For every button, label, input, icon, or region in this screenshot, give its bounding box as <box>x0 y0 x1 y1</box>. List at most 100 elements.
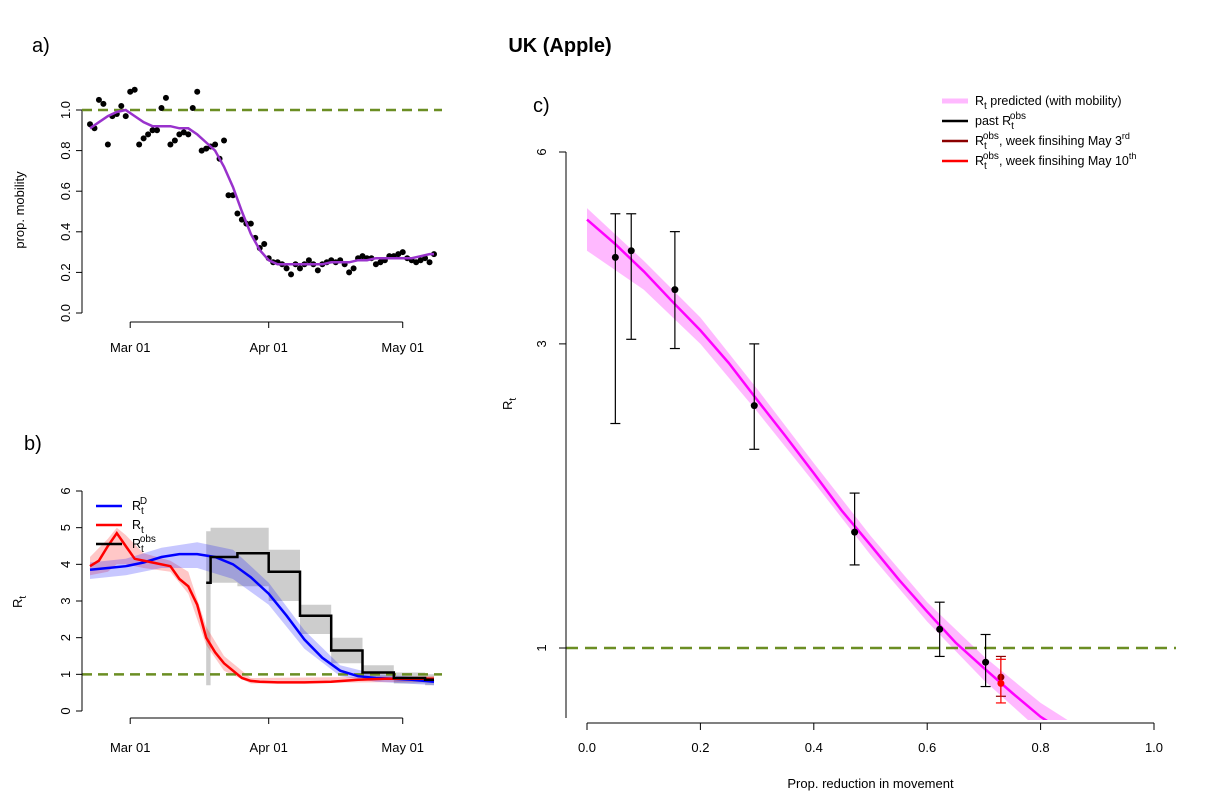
c-y-tick-label: 3 <box>534 340 549 347</box>
c-y-axis-label: Rt <box>500 398 519 410</box>
a-mobility-point <box>395 251 402 258</box>
c-x-tick-label: 0.4 <box>805 740 823 755</box>
b-plot-area <box>82 527 442 686</box>
c-data-point <box>936 625 944 633</box>
panel-a: 0.0 0.2 0.4 0.6 0.8 1.0 Mar 01 Apr 01 May 01 prop… <box>12 86 442 355</box>
a-mobility-point <box>203 145 210 152</box>
a-y-tick-label: 0.4 <box>58 223 73 241</box>
a-mobility-point <box>413 259 420 266</box>
b-y-tick-label: 2 <box>58 634 73 641</box>
a-mobility-point <box>154 127 161 134</box>
a-y-tick-label: 0.0 <box>58 304 73 322</box>
a-mobility-point <box>234 210 241 217</box>
a-mobility-point <box>212 141 219 148</box>
a-mobility-point <box>149 127 156 134</box>
c-y-tick-label: 1 <box>534 644 549 651</box>
a-mobility-point <box>162 94 169 101</box>
c-x-tick-label: 0.8 <box>1032 740 1050 755</box>
a-mobility-point <box>140 135 147 142</box>
c-x-tick-label: 0.0 <box>578 740 596 755</box>
a-y-axis-label: prop. mobility <box>12 171 27 249</box>
b-y-tick-label: 3 <box>58 597 73 604</box>
b-series-line <box>206 552 434 682</box>
c-x-tick-label: 0.6 <box>918 740 936 755</box>
panel-b-label: b) <box>24 433 42 455</box>
a-mobility-point <box>426 259 433 266</box>
a-mobility-point <box>127 88 134 95</box>
a-mobility-point <box>194 88 201 95</box>
a-y-tick-label: 0.8 <box>58 142 73 160</box>
c-data-point <box>851 528 859 536</box>
b-y-tick-label: 5 <box>58 524 73 531</box>
b-y-axis-label-text: Rt <box>10 596 29 608</box>
a-y-tick-label: 0.6 <box>58 182 73 200</box>
b-x-tick-label: Apr 01 <box>250 740 288 755</box>
c-y-axis-label-text: Rt <box>500 398 519 410</box>
c-x-tick-label: 1.0 <box>1145 740 1163 755</box>
a-mobility-point <box>399 249 406 256</box>
b-series-line <box>89 531 434 684</box>
a-mobility-point <box>87 121 93 128</box>
a-x-tick-label: Mar 01 <box>110 340 150 355</box>
a-mobility-point <box>346 269 353 276</box>
c-legend-label: Rt predicted (with mobility) <box>975 94 1122 112</box>
a-mobility-point <box>247 220 254 227</box>
a-y-tick-label: 1.0 <box>58 101 73 119</box>
c-data-point <box>611 253 619 261</box>
a-mobility-point <box>167 141 174 148</box>
c-predicted-line <box>586 218 1048 720</box>
a-mobility-point <box>221 137 228 144</box>
a-x-tick-label: May 01 <box>381 340 424 355</box>
a-mobility-point <box>104 141 111 148</box>
panel-a-label: a) <box>32 35 50 57</box>
c-data-point <box>627 247 635 255</box>
b-x-tick-label: Mar 01 <box>110 740 150 755</box>
a-y-tick-label: 0.2 <box>58 263 73 281</box>
a-mobility-point <box>198 147 205 154</box>
a-mobility-point <box>185 131 192 138</box>
c-y-tick-label: 6 <box>534 148 549 155</box>
a-mobility-point <box>95 96 102 103</box>
a-mobility-point <box>350 265 357 272</box>
b-obs-band <box>206 527 434 686</box>
figure-title: UK (Apple) <box>508 35 611 57</box>
c-data-point <box>997 679 1005 687</box>
c-x-tick-label: 0.2 <box>691 740 709 755</box>
a-mobility-point <box>100 100 107 107</box>
b-legend-label-text: RtD <box>132 496 147 517</box>
a-mobility-point <box>180 129 187 136</box>
c-data-point <box>750 402 758 410</box>
a-mobility-point <box>296 265 303 272</box>
a-mobility-point <box>118 102 125 109</box>
b-rt-band <box>90 527 434 684</box>
c-predicted-band <box>587 208 1068 720</box>
b-y-tick-label: 6 <box>58 487 73 494</box>
a-mobility-point <box>225 192 232 199</box>
b-y-tick-label: 4 <box>58 561 73 568</box>
c-plot-area <box>566 208 1176 720</box>
a-mobility-point <box>145 131 152 138</box>
c-legend-label-text: Rt predicted (with mobility) <box>975 94 1122 112</box>
a-mobility-point <box>189 104 196 111</box>
b-legend-label: Rt <box>132 518 144 536</box>
b-y-tick-label: 1 <box>58 671 73 678</box>
a-mobility-point <box>305 257 312 264</box>
c-data-point <box>982 658 990 666</box>
panel-c-label: c) <box>533 95 550 117</box>
c-legend-label-text: past Rtobs <box>975 111 1026 132</box>
a-mobility-point <box>131 86 138 93</box>
a-mobility-point <box>171 137 178 144</box>
a-mobility-point <box>417 257 424 264</box>
panel-c: 1 3 6 0.0 0.2 0.4 0.6 0.8 1.0 Prop. reduction in … <box>500 94 1176 791</box>
b-y-axis-label: Rt <box>10 596 29 608</box>
a-mobility-point <box>176 131 183 138</box>
a-mobility-point <box>314 267 321 274</box>
c-legend-label-text: Rtobs, week finsihing May 10th <box>975 151 1136 172</box>
c-legend-label: Rtobs, week finsihing May 10th <box>975 151 1136 172</box>
a-mobility-point <box>158 104 165 111</box>
b-legend-label-text: Rtobs <box>132 534 156 555</box>
c-data-point <box>671 286 679 294</box>
a-mobility-point <box>136 141 143 148</box>
